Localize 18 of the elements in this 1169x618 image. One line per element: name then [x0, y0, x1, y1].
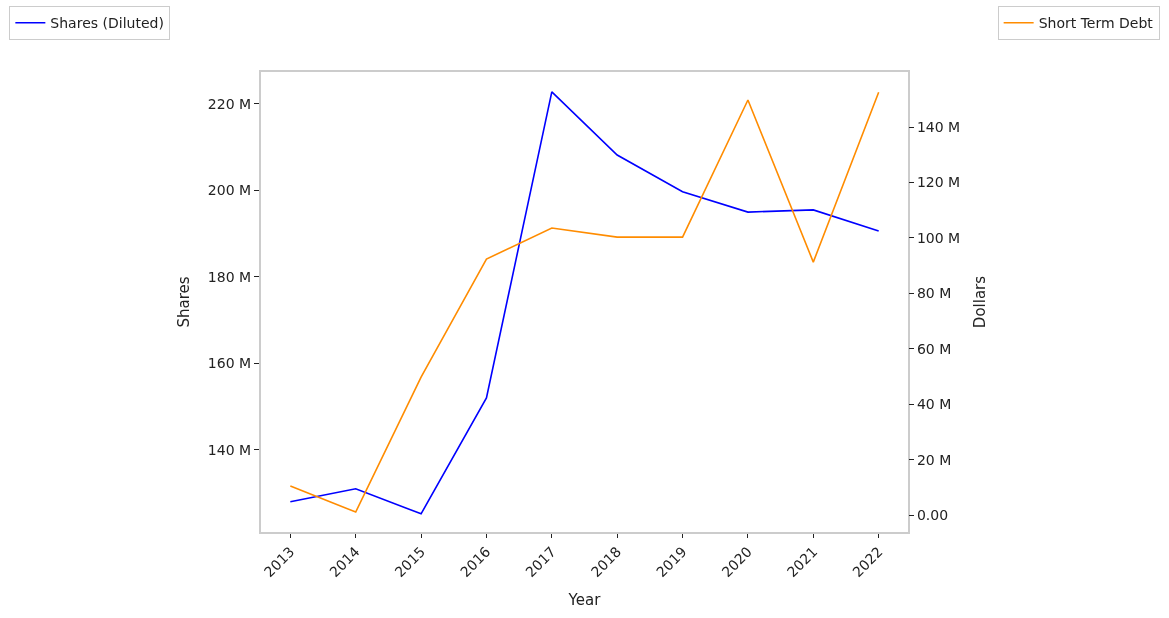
- y2-axis-title: Dollars: [971, 275, 990, 329]
- x-axis-title: Year: [567, 590, 602, 609]
- y-tick-label: 200 M: [207, 182, 252, 199]
- y2-tick-label: 60 M: [916, 340, 952, 357]
- y2-tick-label: 120 M: [916, 174, 961, 191]
- y-tick-label: 140 M: [207, 441, 252, 458]
- y2-tick-label: 140 M: [916, 119, 961, 136]
- y2-tick-label: 0.00: [916, 507, 949, 523]
- y2-tick-label: 100 M: [916, 229, 961, 246]
- legend-label: Short Term Debt: [1038, 15, 1154, 32]
- y-tick-label: 220 M: [207, 95, 252, 112]
- y2-tick-label: 80 M: [916, 285, 952, 302]
- y2-tick-label: 20 M: [916, 451, 952, 468]
- legend-label: Shares (Diluted): [50, 15, 164, 32]
- y-axis-title: Shares: [174, 276, 193, 328]
- y-tick-label: 160 M: [207, 355, 252, 372]
- y-tick-label: 180 M: [207, 268, 252, 285]
- y2-tick-label: 40 M: [916, 396, 952, 413]
